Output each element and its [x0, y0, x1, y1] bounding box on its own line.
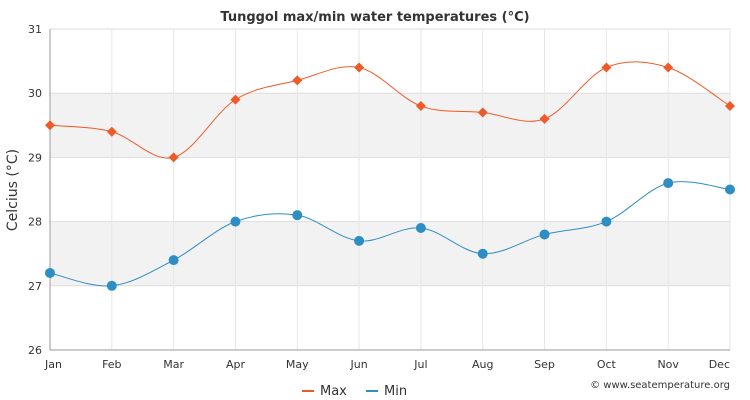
min-data-point: [354, 235, 365, 246]
plot-bands: [50, 93, 730, 286]
max-data-point: [354, 62, 365, 73]
legend-max-label[interactable]: Max: [320, 384, 347, 399]
credit-text: © www.seatemperature.org: [590, 380, 730, 391]
x-tick-label: Aug: [472, 358, 493, 371]
max-data-point: [601, 62, 612, 73]
max-data-point: [539, 113, 550, 124]
max-data-point: [230, 94, 241, 105]
y-tick-label: 29: [28, 151, 42, 164]
gridlines: [49, 28, 731, 351]
x-tick-label: Jul: [413, 358, 427, 371]
x-tick-label: May: [286, 358, 309, 371]
max-data-point: [168, 152, 179, 163]
x-tick-label: Feb: [102, 358, 121, 371]
min-data-point: [477, 248, 488, 259]
max-data-point: [477, 107, 488, 118]
legend: Max Min: [302, 384, 407, 399]
min-data-point: [45, 267, 55, 278]
plot-band: [50, 93, 730, 158]
y-axis-label: Celcius (°C): [5, 149, 21, 231]
min-data-point: [539, 229, 550, 240]
y-tick-label: 28: [28, 216, 42, 229]
y-tick-label: 30: [28, 87, 42, 100]
y-tick-label: 27: [28, 280, 42, 293]
min-data-point: [601, 216, 612, 227]
x-tick-label: Jun: [349, 358, 367, 371]
min-data-point: [415, 223, 426, 234]
x-tick-label: Dec: [709, 358, 730, 371]
x-tick-label: Oct: [597, 358, 617, 371]
min-data-point: [168, 255, 179, 266]
plot-band: [50, 221, 730, 286]
min-data-point: [292, 210, 303, 221]
series-group: [45, 61, 735, 291]
chart-title: Tunggol max/min water temperatures (°C): [220, 10, 529, 25]
max-data-point: [725, 101, 735, 112]
y-tick-label: 31: [28, 23, 42, 36]
min-data-point: [725, 184, 735, 195]
max-data-point: [415, 101, 426, 112]
max-data-point: [106, 126, 117, 137]
max-data-point: [292, 75, 303, 86]
min-data-point: [106, 280, 117, 291]
x-axis-ticks: Jan Feb Mar Apr May Jun Jul Aug Sep Oct Nov Dec: [44, 358, 730, 371]
x-tick-label: Apr: [226, 358, 246, 371]
legend-min-label[interactable]: Min: [384, 384, 407, 399]
x-tick-label: Jan: [44, 358, 62, 371]
y-axis-ticks: 26 27 28 29 30 31: [28, 23, 42, 357]
max-data-point: [663, 62, 674, 73]
min-data-point: [230, 216, 241, 227]
min-data-point: [663, 178, 674, 189]
x-tick-label: Sep: [534, 358, 555, 371]
x-tick-label: Mar: [163, 358, 184, 371]
x-tick-label: Nov: [657, 358, 679, 371]
y-tick-label: 26: [28, 344, 42, 357]
max-data-point: [45, 120, 55, 131]
min-series-line: [49, 181, 731, 287]
